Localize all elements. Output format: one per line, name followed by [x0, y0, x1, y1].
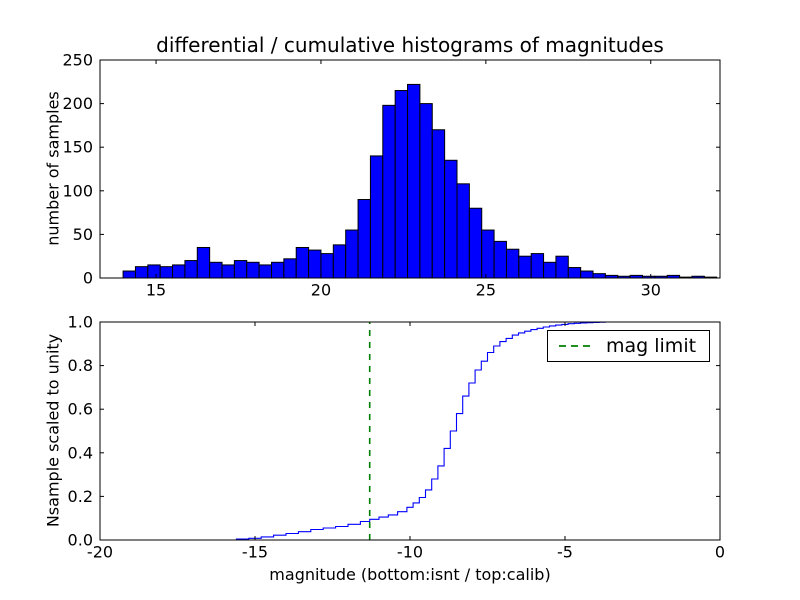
cumulative-step-curve — [224, 321, 606, 541]
legend-entry-label: mag limit — [606, 335, 697, 357]
histogram-bar — [419, 103, 433, 279]
histogram-bar — [147, 264, 161, 279]
histogram-bar — [357, 199, 371, 279]
histogram-bar — [530, 253, 545, 279]
bottom-ytick-label: 0.8 — [68, 356, 93, 375]
bottom-xtick-label: 0 — [715, 543, 725, 562]
histogram-bar — [308, 249, 322, 279]
figure-title: differential / cumulative histograms of … — [156, 33, 664, 57]
bottom-xtick-label: -5 — [557, 543, 573, 562]
histogram-bar — [407, 83, 421, 279]
bottom-xtick-label: -10 — [397, 543, 423, 562]
top-ytick-label: 100 — [62, 181, 93, 200]
histogram-bar — [493, 240, 507, 279]
top-ytick-label: 50 — [73, 225, 93, 244]
histogram-bar — [505, 248, 520, 279]
histogram-bar — [209, 261, 223, 279]
histogram-bar — [233, 260, 248, 279]
bottom-xtick-label: -20 — [87, 543, 113, 562]
top-xtick-label: 20 — [311, 281, 331, 300]
histogram-bar — [332, 244, 347, 279]
bottom-ytick-label: 0.6 — [68, 400, 93, 419]
histogram-bar — [518, 255, 532, 279]
histogram-bar — [345, 229, 359, 279]
histogram-bar — [184, 260, 198, 279]
histogram-bar — [196, 246, 211, 279]
histogram-bar — [270, 261, 285, 279]
histogram-bar — [431, 129, 446, 279]
bottom-y-axis-label: Nsample scaled to unity — [43, 333, 63, 528]
histogram-bar — [369, 155, 384, 279]
histogram-bar — [159, 266, 174, 279]
histogram-bar — [283, 258, 297, 279]
bottom-ytick-label: 0.0 — [68, 531, 93, 550]
top-y-axis-label: number of samples — [43, 91, 63, 246]
top-axes-frame — [99, 59, 721, 279]
histogram-bar — [468, 207, 483, 279]
bottom-xtick-label: -15 — [242, 543, 268, 562]
histogram-bar — [320, 253, 334, 279]
histogram-bar — [382, 104, 396, 279]
legend-box: mag limit — [547, 330, 710, 362]
histogram-bar — [580, 270, 594, 279]
top-ytick-label: 150 — [62, 138, 93, 157]
top-ytick-label: 250 — [62, 51, 93, 70]
top-xtick-label: 25 — [476, 281, 496, 300]
histogram-bar — [444, 159, 458, 279]
histogram-bar — [134, 266, 149, 279]
histogram-bar — [456, 183, 470, 279]
histogram-bar — [394, 90, 409, 279]
histogram-bar — [543, 261, 557, 279]
histogram-bar — [555, 255, 569, 279]
bottom-ytick-label: 0.4 — [68, 443, 93, 462]
top-ytick-label: 200 — [62, 94, 93, 113]
bottom-ytick-label: 1.0 — [68, 313, 93, 332]
histogram-bar — [258, 264, 272, 279]
histogram-bar — [246, 261, 260, 279]
legend-dashed-line-icon — [559, 345, 595, 347]
histogram-bar — [481, 229, 495, 279]
top-xtick-label: 30 — [641, 281, 661, 300]
top-ytick-label: 0 — [83, 269, 93, 288]
histogram-bar — [592, 273, 606, 279]
histogram-bar — [295, 246, 310, 279]
histogram-bar — [172, 264, 186, 279]
bottom-x-axis-label: magnitude (bottom:isnt / top:calib) — [269, 565, 551, 584]
histogram-bar — [221, 264, 235, 279]
histogram-bar — [567, 267, 582, 279]
bottom-ytick-label: 0.2 — [68, 487, 93, 506]
histogram-bar — [122, 270, 136, 279]
top-xtick-label: 15 — [146, 281, 166, 300]
